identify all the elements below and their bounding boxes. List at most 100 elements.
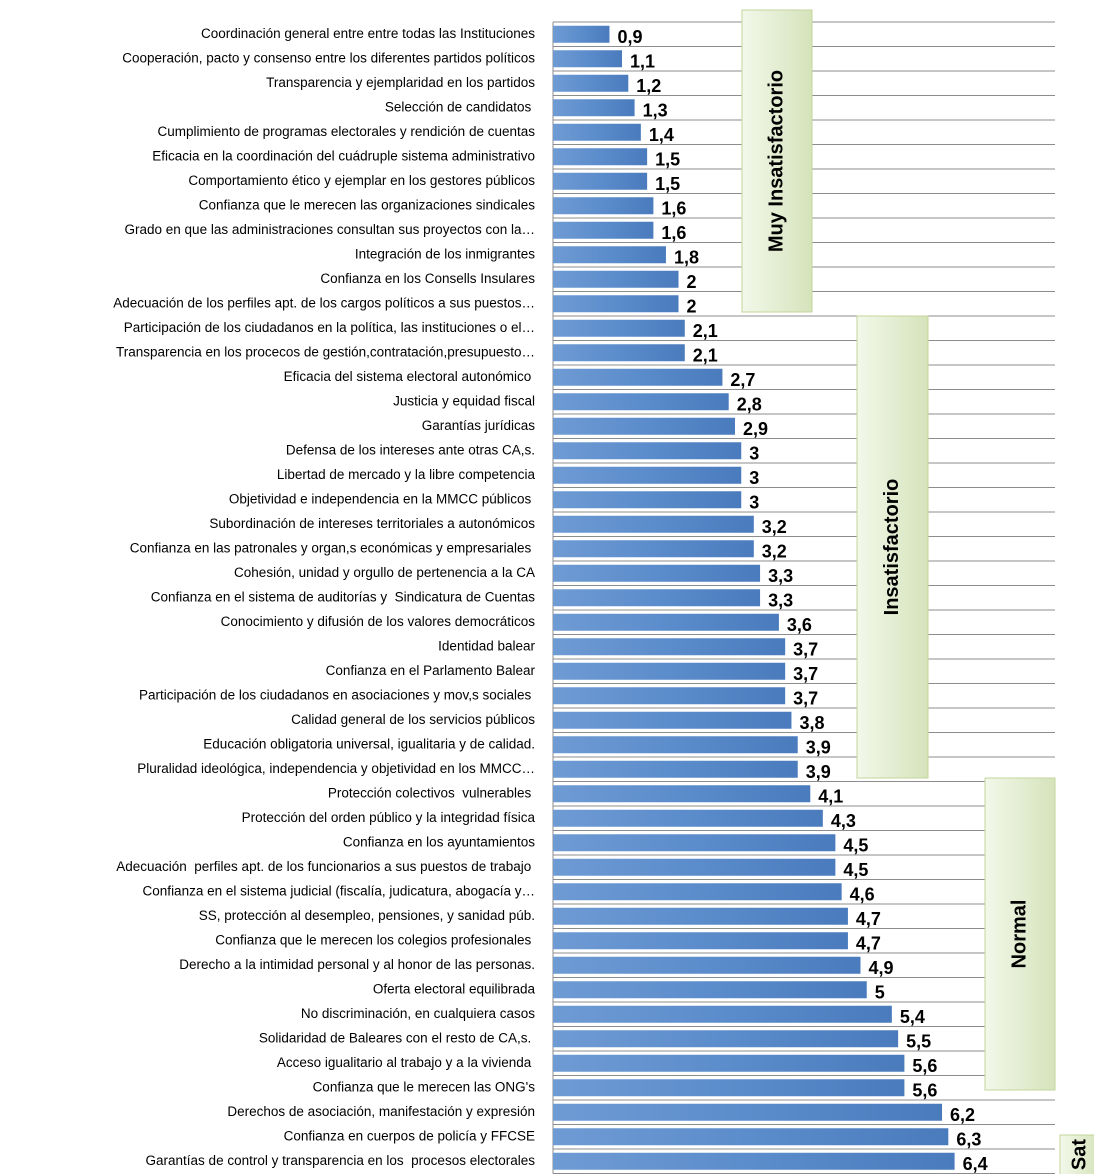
annotation-box (984, 777, 1056, 1091)
y-tick-label: Garantías de control y transparencia en … (146, 1153, 536, 1168)
y-tick-label: Defensa de los intereses ante otras CA,s… (286, 442, 535, 457)
y-tick-label: Coordinación general entre entre todas l… (201, 26, 535, 41)
data-label: 4,3 (831, 811, 856, 831)
data-label: 5,6 (912, 1056, 937, 1076)
bar (553, 907, 848, 925)
y-tick-label: Integración de los inmigrantes (355, 246, 535, 261)
y-tick-label: Adecuación perfiles apt. de los funciona… (116, 859, 535, 874)
bar (553, 981, 867, 999)
bar (553, 589, 761, 607)
bar (553, 809, 823, 827)
y-tick-label: Confianza en el Parlamento Balear (326, 663, 536, 678)
annotation-box (856, 315, 929, 779)
bar (553, 760, 798, 778)
bar (553, 368, 723, 386)
y-tick-label: Confianza en el sistema judicial (fiscal… (143, 883, 535, 898)
data-label: 5 (875, 983, 885, 1003)
y-tick-label: Participación de los ciudadanos en la po… (124, 320, 535, 335)
bar (553, 1103, 943, 1121)
y-tick-label: Libertad de mercado y la libre competenc… (277, 467, 536, 482)
bar (553, 956, 861, 974)
data-label: 3,6 (787, 615, 812, 635)
y-tick-label: Educación obligatoria universal, igualit… (203, 736, 535, 751)
y-tick-label: Protección colectivos vulnerables (328, 785, 535, 800)
data-label: 4,5 (843, 836, 868, 856)
bar (553, 270, 679, 288)
bar (553, 785, 811, 803)
annotation: Muy Insatisfactorio (765, 70, 787, 252)
data-label: 0,9 (617, 27, 642, 47)
y-tick-label: Cohesión, unidad y orgullo de pertenenci… (234, 565, 535, 580)
bar (553, 883, 842, 901)
annotation-box (741, 9, 813, 313)
data-label: 3,3 (768, 591, 793, 611)
y-tick-label: Confianza en las patronales y organ,s ec… (130, 540, 535, 555)
bar (553, 246, 666, 264)
y-tick-label: Justicia y equidad fiscal (393, 393, 535, 408)
data-label: 3,2 (762, 542, 787, 562)
y-tick-label: Oferta electoral equilibrada (373, 981, 536, 996)
bar (553, 858, 836, 876)
data-label: 2 (687, 272, 697, 292)
data-label: 2,7 (730, 370, 755, 390)
bar (553, 25, 610, 43)
data-label: 1,2 (636, 76, 661, 96)
bar (553, 197, 654, 215)
data-label: 3 (749, 493, 759, 513)
data-label: 2 (687, 297, 697, 317)
y-tick-label: Eficacia en la coordinación del cuádrupl… (152, 148, 535, 163)
bar (553, 99, 635, 117)
y-tick-label: Confianza en cuerpos de policía y FFCSE (284, 1128, 535, 1143)
y-tick-label: Adecuación de los perfiles apt. de los c… (113, 295, 535, 310)
y-tick-label: Calidad general de los servicios público… (291, 712, 535, 727)
bar (553, 932, 848, 950)
data-label: 4,9 (868, 958, 893, 978)
data-label: 3 (749, 444, 759, 464)
bar (553, 442, 742, 460)
y-tick-label: Garantías jurídicas (422, 418, 536, 433)
y-tick-label: Derechos de asociación, manifestación y … (227, 1104, 535, 1119)
data-label: 4,5 (843, 860, 868, 880)
bar (553, 662, 786, 680)
annotation: Normal (1008, 900, 1030, 969)
y-tick-label: Confianza que le merecen las ONG's (313, 1079, 536, 1094)
data-label: 5,4 (900, 1007, 925, 1027)
data-label: 5,6 (912, 1081, 937, 1101)
y-tick-label: Confianza que le merecen las organizacio… (199, 197, 535, 212)
y-tick-label: Solidaridad de Baleares con el resto de … (259, 1030, 535, 1045)
y-tick-label: Cooperación, pacto y consenso entre los … (122, 50, 535, 65)
y-tick-label: Cumplimiento de programas electorales y … (158, 124, 536, 139)
data-label: 5,5 (906, 1032, 931, 1052)
y-tick-label: Confianza que le merecen los colegios pr… (215, 932, 535, 947)
data-label: 3,9 (806, 762, 831, 782)
y-tick-label: No discriminación, en cualquiera casos (301, 1006, 535, 1021)
bar (553, 1030, 899, 1048)
y-tick-label: Participación de los ciudadanos en asoci… (139, 687, 535, 702)
y-tick-label: Derecho a la intimidad personal y al hon… (179, 957, 535, 972)
annotation-box (1059, 1134, 1094, 1174)
data-label: 1,4 (649, 125, 674, 145)
data-label: 6,4 (963, 1154, 988, 1174)
y-tick-label: Confianza en los ayuntamientos (343, 834, 535, 849)
y-tick-label: Identidad balear (438, 638, 535, 653)
data-label: 2,1 (693, 321, 718, 341)
data-label: 1,8 (674, 248, 699, 268)
bar (553, 393, 729, 411)
bar (553, 123, 641, 141)
bar (553, 172, 648, 190)
bar (553, 466, 742, 484)
y-tick-label: SS, protección al desempleo, pensiones, … (199, 908, 535, 923)
bar (553, 148, 648, 166)
bar (553, 711, 792, 729)
bar (553, 221, 654, 239)
bar (553, 1152, 955, 1170)
bar (553, 834, 836, 852)
bar (553, 1005, 892, 1023)
data-label: 3,3 (768, 566, 793, 586)
bar (553, 564, 761, 582)
data-label: 3,2 (762, 517, 787, 537)
data-label: 3,7 (793, 664, 818, 684)
data-label: 1,3 (643, 101, 668, 121)
annotation: Sat (1068, 1139, 1090, 1170)
